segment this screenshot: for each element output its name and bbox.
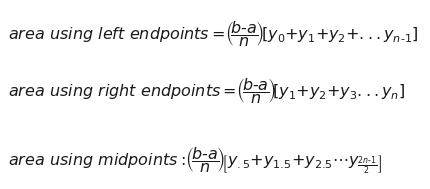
Text: $\mathit{area\ using\ left\ endpoints}{=}\!\left(\!\dfrac{b\text{-}a}{n}\!\right: $\mathit{area\ using\ left\ endpoints}{=… — [8, 19, 418, 49]
Text: $\mathit{area\ using\ right\ endpoints}{=}\!\left(\!\dfrac{b\text{-}a}{n}\!\righ: $\mathit{area\ using\ right\ endpoints}{… — [8, 76, 405, 106]
Text: $\mathit{area\ using\ midpoints}{:}\!\left(\!\dfrac{b\text{-}a}{n}\!\right)\!\le: $\mathit{area\ using\ midpoints}{:}\!\le… — [8, 146, 382, 176]
